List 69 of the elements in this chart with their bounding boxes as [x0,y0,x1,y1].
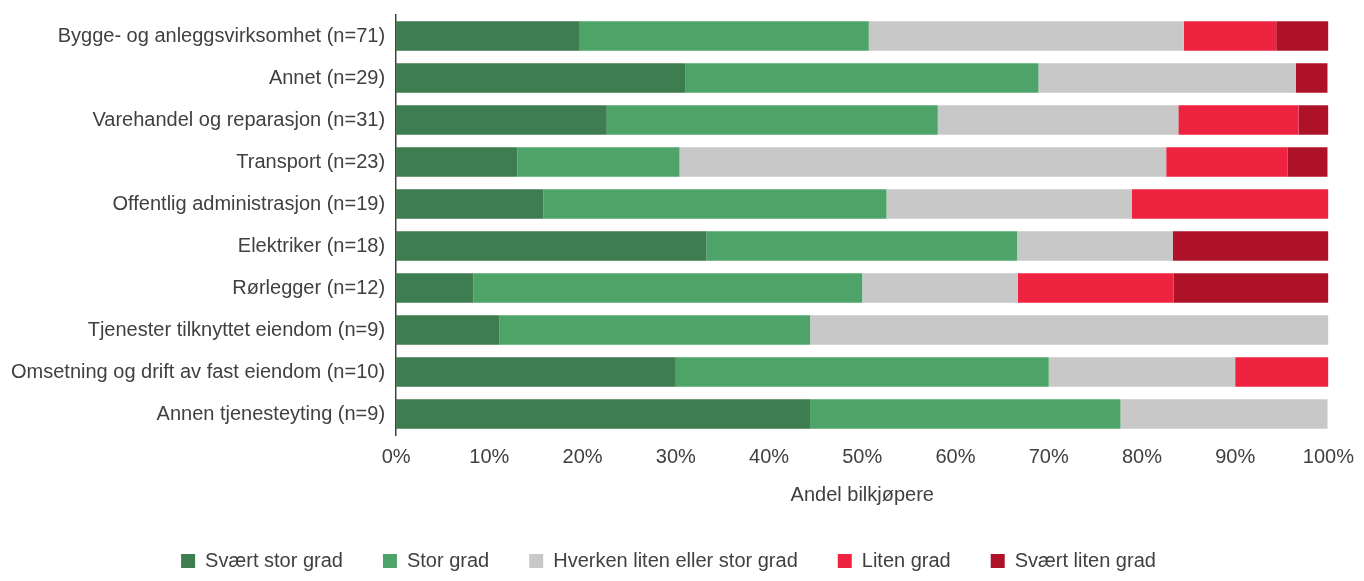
bar [679,147,1167,177]
bar [675,357,1049,387]
bar [1166,147,1288,177]
y-tick-label: Bygge- og anleggsvirksomhet (n=71) [57,23,386,46]
x-tick-label: 50% [842,444,883,467]
bar [1235,357,1329,387]
bar [517,147,680,177]
legend-label: Hverken liten eller stor grad [553,548,798,571]
y-tick-label: Offentlig administrasjon (n=19) [112,191,386,214]
y-tick-label: Annet (n=29) [268,65,386,88]
x-tick-label: 40% [749,444,790,467]
bar [1048,357,1236,387]
bar [937,105,1179,135]
bar [499,315,811,345]
bar [886,189,1132,219]
bar [868,21,1184,51]
y-tick-label: Annen tjenesteyting (n=9) [156,401,386,424]
bar [1017,273,1174,303]
bar [810,399,1121,429]
y-tick-label: Tjenester tilknyttet eiendom (n=9) [87,317,386,340]
bar [473,273,863,303]
x-tick-label: 0% [381,444,411,467]
bar [1038,63,1296,93]
x-tick-label: 100% [1302,444,1355,467]
y-tick-label: Transport (n=23) [236,149,386,172]
bar [396,147,518,177]
bar [396,63,686,93]
bar [1178,105,1299,135]
bar [1287,147,1328,177]
x-tick-label: 20% [562,444,603,467]
bar [396,273,474,303]
y-tick-label: Varehandel og reparasjon (n=31) [92,107,386,130]
x-tick-label: 80% [1121,444,1163,467]
x-tick-label: 70% [1028,444,1069,467]
bar [396,315,500,345]
bar [1173,273,1329,303]
bar [685,63,1039,93]
y-tick-label: Rørlegger (n=12) [232,275,386,298]
bar [396,357,676,387]
bar [396,21,580,51]
bar [810,315,1329,345]
bar [396,189,544,219]
bar [396,399,811,429]
bar [543,189,887,219]
legend-label: Svært liten grad [1014,548,1156,571]
bar [1172,231,1329,261]
x-tick-label: 90% [1215,444,1256,467]
bar [1120,399,1328,429]
bar [1017,231,1173,261]
bar [1295,63,1328,93]
x-axis-title: Andel bilkjøpere [790,482,934,505]
bar [396,105,607,135]
bar [1131,189,1329,219]
legend-label: Stor grad [406,548,490,571]
y-tick-label: Omsetning og drift av fast eiendom (n=10) [10,359,386,382]
bar [1276,21,1329,51]
bar [862,273,1018,303]
bar [1298,105,1329,135]
x-tick-label: 10% [469,444,510,467]
bar [706,231,1018,261]
bar [1183,21,1277,51]
legend-label: Liten grad [861,548,951,571]
x-tick-label: 30% [655,444,697,467]
y-tick-label: Elektriker (n=18) [237,233,386,256]
legend-label: Svært stor grad [205,548,343,571]
x-tick-label: 60% [935,444,976,467]
bar [606,105,938,135]
bar [396,231,707,261]
bar [579,21,869,51]
